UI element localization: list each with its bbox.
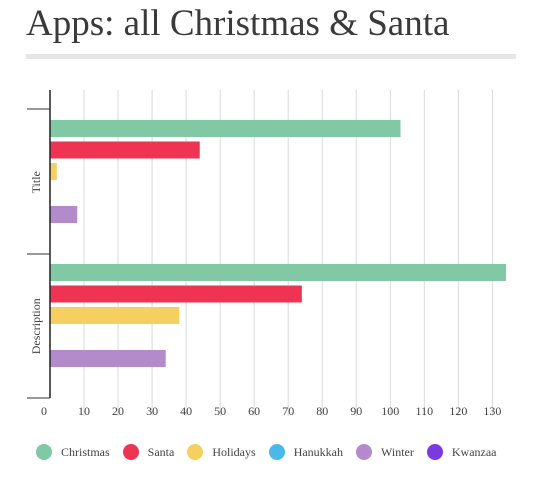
bar-holidays-title[interactable] [50, 163, 57, 180]
title-divider [26, 54, 516, 59]
legend-label: Winter [381, 444, 414, 459]
x-tick-label: 90 [350, 404, 362, 418]
category-label: Title [29, 171, 43, 193]
x-tick-label: 10 [78, 404, 90, 418]
bar-holidays-description[interactable] [50, 307, 180, 324]
grid-lines [83, 90, 493, 416]
bar-winter-title[interactable] [50, 206, 78, 223]
x-tick-label: 80 [316, 404, 328, 418]
legend-item-santa[interactable]: Santa [122, 444, 175, 460]
x-tick-label: 70 [282, 404, 294, 418]
bar-christmas-title[interactable] [50, 120, 401, 137]
legend-swatch [356, 444, 373, 460]
legend-item-winter[interactable]: Winter [356, 444, 414, 460]
bars [50, 120, 506, 367]
bar-winter-description[interactable] [50, 350, 166, 367]
x-tick-label: 50 [214, 404, 226, 418]
bar-santa-title[interactable] [50, 141, 200, 159]
bar-christmas-description[interactable] [50, 264, 506, 281]
legend-swatch [122, 444, 139, 460]
x-tick-label: 40 [180, 404, 192, 418]
legend-label: Hanukkah [293, 444, 344, 459]
x-tick-label: 30 [146, 404, 158, 418]
bar-chart: 0 10 20 30 40 50 60 70 80 90 100 110 120 130 Title Desc… [27, 90, 506, 418]
x-tick-label: 130 [483, 404, 501, 418]
category-label: Description [29, 298, 43, 354]
legend-swatch [187, 444, 204, 460]
legend-swatch [426, 444, 443, 460]
legend-label: Santa [147, 444, 175, 459]
page-title: Apps: all Christmas & Santa [26, 3, 450, 44]
x-tick-label: 120 [449, 404, 467, 418]
x-tick-label: 100 [381, 404, 399, 418]
legend-item-kwanzaa[interactable]: Kwanzaa [426, 444, 497, 460]
x-tick-label: 60 [248, 404, 260, 418]
axes: 0 10 20 30 40 50 60 70 80 90 100 110 120 130 Title Desc… [27, 90, 501, 418]
legend-label: Christmas [61, 444, 110, 459]
legend-swatch [268, 444, 285, 460]
bar-santa-description[interactable] [50, 285, 302, 303]
x-tick-label: 110 [416, 404, 434, 418]
legend-label: Kwanzaa [451, 444, 497, 459]
legend: Christmas Santa Holidays Hanukkah Winter Kwan… [36, 444, 510, 460]
legend-item-hanukkah[interactable]: Hanukkah [268, 444, 344, 460]
legend-item-christmas[interactable]: Christmas [36, 444, 110, 460]
legend-swatch [36, 444, 52, 460]
x-tick-label: 0 [41, 404, 47, 418]
legend-item-holidays[interactable]: Holidays [187, 444, 256, 460]
legend-label: Holidays [212, 444, 256, 459]
x-tick-label: 20 [112, 404, 124, 418]
